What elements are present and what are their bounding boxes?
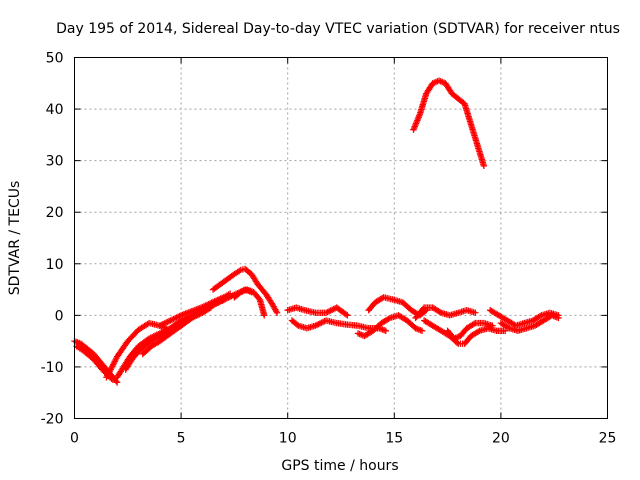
x-tick-label: 20 xyxy=(492,431,510,447)
x-tick-label: 0 xyxy=(70,431,79,447)
x-tick-label: 5 xyxy=(177,431,186,447)
chart-title: Day 195 of 2014, Sidereal Day-to-day VTE… xyxy=(56,21,620,37)
data-point-s12 xyxy=(344,312,351,319)
data-point-s19 xyxy=(555,314,562,322)
y-tick-label: 50 xyxy=(46,51,64,67)
data-point-s10 xyxy=(261,312,268,319)
y-tick-label: -10 xyxy=(41,360,64,376)
data-point-s2 xyxy=(108,375,115,382)
y-tick-label: 30 xyxy=(46,154,64,170)
data-point-s20 xyxy=(480,162,488,169)
y-tick-label: 40 xyxy=(46,102,64,118)
gridlines xyxy=(74,57,608,419)
data-point-s2 xyxy=(109,376,117,384)
data-point-s16 xyxy=(474,328,482,335)
data-points xyxy=(71,77,562,386)
data-point-s17 xyxy=(489,322,496,329)
data-point-s9 xyxy=(273,309,281,316)
data-point-s8 xyxy=(226,290,234,297)
data-point-s12 xyxy=(342,311,350,318)
x-tick-label: 15 xyxy=(385,431,403,447)
y-tick-label: 10 xyxy=(46,257,64,273)
axis-ticks: 0 5 10 15 20 25 50 40 30 20 10 0 -10 -20 xyxy=(41,51,617,447)
data-point-s15 xyxy=(472,309,479,316)
data-point-s1 xyxy=(112,377,120,385)
data-point-s18 xyxy=(536,313,544,320)
data-point-s16 xyxy=(453,339,461,346)
data-point-s11 xyxy=(382,327,389,335)
data-point-s15 xyxy=(436,308,443,316)
x-tick-label: 25 xyxy=(599,431,617,447)
plot-frame xyxy=(74,57,608,419)
data-point-s19 xyxy=(504,324,512,331)
y-tick-label: 0 xyxy=(55,308,64,324)
data-point-s13 xyxy=(385,315,392,322)
data-point-s17 xyxy=(470,320,478,328)
y-tick-label: -20 xyxy=(41,412,64,428)
y-axis-label: SDTVAR / TECUs xyxy=(7,181,23,296)
x-axis-label: GPS time / hours xyxy=(281,458,398,474)
x-tick-label: 10 xyxy=(279,431,297,447)
y-tick-label: 20 xyxy=(46,205,64,221)
data-point-s13 xyxy=(418,327,426,335)
